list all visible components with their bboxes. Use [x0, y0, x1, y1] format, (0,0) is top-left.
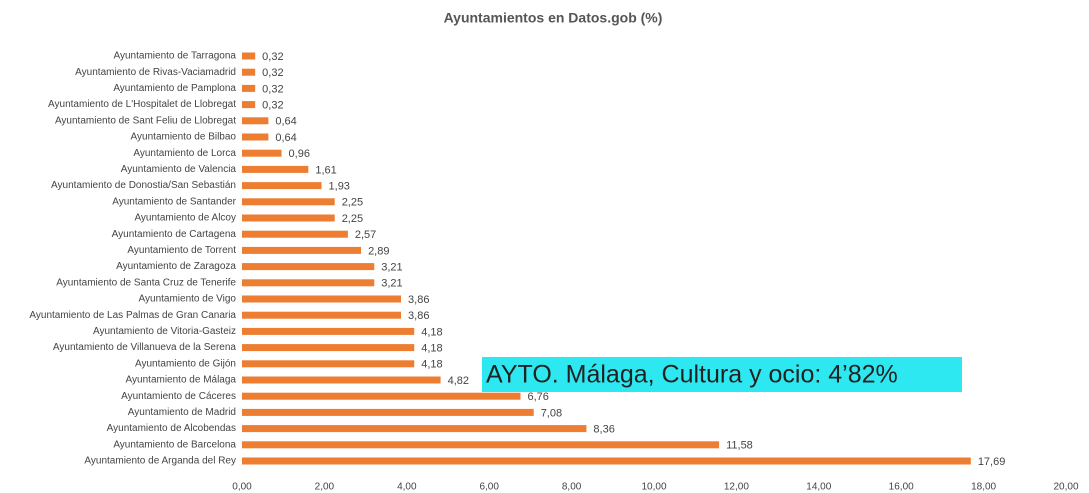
y-tick-label: Ayuntamiento de Barcelona	[113, 439, 236, 450]
annotation-box	[482, 357, 962, 392]
y-tick-label: Ayuntamiento de Bilbao	[131, 132, 237, 143]
value-label: 4,18	[421, 343, 442, 355]
y-tick-label: Ayuntamiento de Alcobendas	[107, 423, 236, 434]
bar	[242, 101, 256, 109]
annotation: AYTO. Málaga, Cultura y ocio: 4’82%	[486, 361, 898, 389]
value-label: 1,93	[329, 181, 350, 193]
y-tick-label: Ayuntamiento de Santa Cruz de Tenerife	[56, 277, 236, 288]
value-label: 4,82	[448, 375, 469, 387]
bar	[242, 327, 415, 335]
bar	[242, 263, 375, 271]
x-tick-label: 6,00	[479, 482, 499, 493]
value-label: 6,76	[528, 391, 549, 403]
y-tick-label: Ayuntamiento de Alcoy	[134, 213, 236, 224]
x-tick-label: 0,00	[232, 482, 252, 493]
y-tick-label: Ayuntamiento de Vitoria-Gasteiz	[93, 326, 236, 337]
bar	[242, 295, 402, 303]
value-label: 2,57	[355, 229, 376, 241]
bar	[242, 52, 256, 60]
bar	[242, 344, 415, 352]
chart-title: Ayuntamientos en Datos.gob (%)	[444, 10, 663, 26]
bar	[242, 376, 441, 384]
y-tick-label: Ayuntamiento de Arganda del Rey	[84, 456, 236, 467]
x-tick-label: 18,00	[971, 482, 996, 493]
x-tick-label: 8,00	[562, 482, 582, 493]
y-tick-label: Ayuntamiento de Las Palmas de Gran Canar…	[29, 310, 236, 321]
value-label: 3,86	[408, 310, 429, 322]
y-tick-label: Ayuntamiento de Lorca	[133, 148, 236, 159]
y-tick-label: Ayuntamiento de Madrid	[128, 407, 236, 418]
y-tick-label: Ayuntamiento de Donostia/San Sebastián	[51, 180, 236, 191]
value-label: 3,21	[381, 262, 402, 274]
y-tick-label: Ayuntamiento de Villanueva de la Serena	[53, 342, 237, 353]
y-tick-label: Ayuntamiento de Gijón	[135, 358, 236, 369]
bar	[242, 198, 335, 206]
bar	[242, 165, 309, 173]
x-tick-label: 14,00	[806, 482, 831, 493]
bar	[242, 279, 375, 287]
value-label: 2,25	[342, 213, 363, 225]
y-tick-label: Ayuntamiento de Rivas-Vaciamadrid	[75, 67, 236, 78]
x-tick-label: 16,00	[889, 482, 914, 493]
value-label: 0,32	[262, 51, 283, 63]
value-label: 0,64	[275, 116, 296, 128]
value-label: 0,32	[262, 67, 283, 79]
bar	[242, 246, 362, 254]
y-tick-label: Ayuntamiento de Sant Feliu de Llobregat	[55, 115, 236, 126]
value-label: 0,64	[275, 132, 296, 144]
y-tick-label: Ayuntamiento de L'Hospitalet de Llobrega…	[48, 99, 236, 110]
bar	[242, 68, 256, 76]
value-label: 7,08	[541, 407, 562, 419]
bar	[242, 149, 282, 157]
y-tick-label: Ayuntamiento de Santander	[112, 196, 236, 207]
x-tick-label: 2,00	[315, 482, 335, 493]
value-label: 0,96	[289, 148, 310, 160]
value-label: 1,61	[315, 164, 336, 176]
y-tick-label: Ayuntamiento de Cartagena	[112, 229, 237, 240]
value-label: 0,32	[262, 83, 283, 95]
bar	[242, 311, 402, 319]
x-tick-label: 10,00	[641, 482, 666, 493]
value-label: 2,89	[368, 245, 389, 257]
value-label: 0,32	[262, 100, 283, 112]
y-tick-label: Ayuntamiento de Málaga	[126, 375, 237, 386]
value-label: 11,58	[726, 440, 753, 452]
y-tick-label: Ayuntamiento de Valencia	[121, 164, 237, 175]
y-tick-label: Ayuntamiento de Vigo	[139, 294, 237, 305]
bar	[242, 457, 971, 465]
value-label: 4,18	[421, 359, 442, 371]
value-label: 3,21	[381, 278, 402, 290]
bar	[242, 133, 269, 141]
value-label: 17,69	[978, 456, 1006, 468]
x-tick-label: 4,00	[397, 482, 417, 493]
bar	[242, 117, 269, 125]
x-tick-label: 12,00	[724, 482, 749, 493]
value-label: 2,25	[342, 197, 363, 209]
bar	[242, 441, 720, 449]
y-tick-label: Ayuntamiento de Cáceres	[121, 391, 236, 402]
bar	[242, 392, 521, 400]
y-tick-label: Ayuntamiento de Zaragoza	[116, 261, 236, 272]
value-label: 3,86	[408, 294, 429, 306]
y-tick-label: Ayuntamiento de Tarragona	[114, 51, 237, 62]
bar	[242, 182, 322, 190]
bar	[242, 425, 587, 433]
bar	[242, 360, 415, 368]
value-label: 8,36	[593, 424, 614, 436]
value-label: 4,18	[421, 326, 442, 338]
y-tick-label: Ayuntamiento de Torrent	[127, 245, 236, 256]
y-tick-label: Ayuntamiento de Pamplona	[113, 83, 236, 94]
bar	[242, 214, 335, 222]
bar	[242, 84, 256, 92]
bar	[242, 230, 348, 238]
bar	[242, 408, 534, 416]
x-tick-label: 20,00	[1053, 482, 1078, 493]
